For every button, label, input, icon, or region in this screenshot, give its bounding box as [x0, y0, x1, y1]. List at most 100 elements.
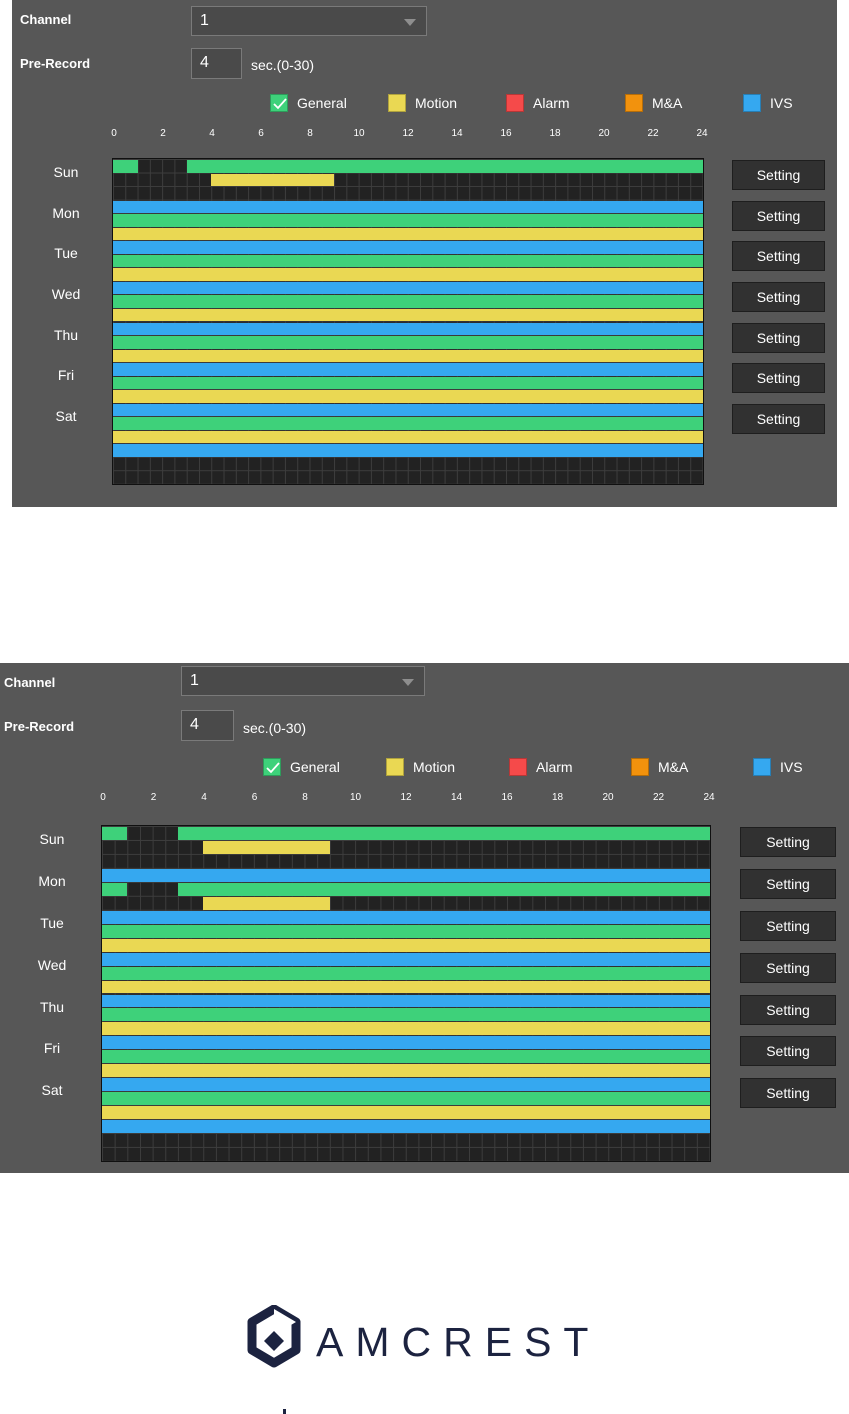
- setting-button-fri[interactable]: Setting: [732, 363, 825, 394]
- axis-tick-label: 20: [598, 128, 610, 139]
- day-label-wed: Wed: [37, 956, 67, 973]
- schedule-bar-ivs[interactable]: [102, 1120, 710, 1134]
- schedule-bar-general[interactable]: [113, 376, 703, 390]
- schedule-bar-general[interactable]: [102, 924, 710, 938]
- schedule-bar-motion[interactable]: [203, 840, 330, 854]
- day-label-thu: Thu: [39, 998, 65, 1015]
- channel-select[interactable]: 1: [191, 6, 427, 36]
- schedule-bar-general[interactable]: [113, 295, 703, 308]
- schedule-bar-ivs[interactable]: [113, 281, 703, 295]
- schedule-bar-ivs[interactable]: [102, 1078, 710, 1092]
- schedule-bar-motion[interactable]: [113, 390, 703, 403]
- setting-button-sat[interactable]: Setting: [740, 1078, 836, 1109]
- prerecord-input[interactable]: 4: [181, 710, 234, 741]
- setting-button-thu[interactable]: Setting: [740, 994, 836, 1025]
- setting-button-wed[interactable]: Setting: [740, 952, 836, 983]
- general-checkbox[interactable]: [263, 758, 281, 776]
- alarm-checkbox[interactable]: [506, 94, 524, 112]
- axis-tick-label: 22: [652, 792, 665, 803]
- schedule-bar-motion[interactable]: [113, 349, 703, 363]
- prerecord-value: 4: [190, 716, 199, 733]
- channel-select[interactable]: 1: [181, 666, 425, 696]
- schedule-bar-ivs[interactable]: [102, 1036, 710, 1050]
- schedule-bar-general[interactable]: [178, 882, 710, 896]
- schedule-bar-general[interactable]: [113, 254, 703, 268]
- prerecord-value: 4: [200, 54, 209, 71]
- setting-button-sun[interactable]: Setting: [740, 827, 836, 857]
- schedule-bar-general[interactable]: [113, 160, 138, 173]
- schedule-bar-general[interactable]: [102, 827, 128, 840]
- day-label-sun: Sun: [39, 831, 65, 847]
- schedule-bar-ivs[interactable]: [102, 952, 710, 966]
- schedule-bar-ivs[interactable]: [113, 322, 703, 336]
- axis-tick-label: 10: [349, 792, 362, 803]
- motion-checkbox[interactable]: [386, 758, 404, 776]
- schedule-bar-ivs[interactable]: [113, 241, 703, 254]
- setting-button-tue[interactable]: Setting: [732, 241, 825, 272]
- axis-tick-label: 12: [402, 128, 414, 139]
- day-label-fri: Fri: [57, 367, 75, 384]
- record-schedule-panel-1: Channel 1 Pre-Record 4 sec.(0-30) Genera…: [12, 0, 837, 507]
- setting-button-sat[interactable]: Setting: [732, 403, 825, 434]
- schedule-bar-general[interactable]: [102, 966, 710, 980]
- schedule-bar-motion[interactable]: [113, 227, 703, 241]
- schedule-bar-general[interactable]: [102, 1050, 710, 1064]
- schedule-bar-motion[interactable]: [203, 896, 330, 910]
- schedule-bar-motion[interactable]: [113, 430, 703, 444]
- axis-tick-label: 12: [400, 792, 412, 803]
- schedule-bar-motion[interactable]: [102, 938, 710, 952]
- schedule-bar-general[interactable]: [178, 827, 710, 840]
- ivs-checkbox[interactable]: [743, 94, 761, 112]
- setting-button-thu[interactable]: Setting: [732, 322, 825, 353]
- schedule-grid[interactable]: [112, 158, 704, 485]
- channel-label: Channel: [4, 675, 56, 690]
- alarm-checkbox[interactable]: [509, 758, 527, 776]
- schedule-bar-ivs[interactable]: [113, 200, 703, 214]
- setting-button-tue[interactable]: Setting: [740, 910, 836, 941]
- schedule-bar-general[interactable]: [102, 1092, 710, 1106]
- schedule-bar-general[interactable]: [113, 336, 703, 349]
- schedule-bar-ivs[interactable]: [102, 994, 710, 1008]
- schedule-grid[interactable]: [101, 825, 711, 1162]
- ma-checkbox[interactable]: [631, 758, 649, 776]
- prerecord-input[interactable]: 4: [191, 48, 242, 79]
- setting-button-mon[interactable]: Setting: [732, 200, 825, 231]
- schedule-bar-general[interactable]: [102, 1008, 710, 1022]
- schedule-bar-ivs[interactable]: [102, 868, 710, 882]
- schedule-bar-motion[interactable]: [102, 1064, 710, 1078]
- axis-tick-label: 4: [201, 792, 207, 803]
- schedule-bar-motion[interactable]: [211, 173, 335, 187]
- schedule-bar-motion[interactable]: [102, 1106, 710, 1120]
- legend-label: Motion: [413, 759, 456, 775]
- day-label-sun: Sun: [53, 164, 79, 180]
- setting-button-mon[interactable]: Setting: [740, 868, 836, 899]
- legend-label: Alarm: [533, 95, 570, 111]
- schedule-bar-general[interactable]: [113, 417, 703, 430]
- schedule-bar-general[interactable]: [113, 214, 703, 227]
- schedule-bar-general[interactable]: [186, 160, 703, 173]
- schedule-bar-ivs[interactable]: [102, 910, 710, 924]
- schedule-bar-motion[interactable]: [102, 980, 710, 994]
- channel-value: 1: [190, 672, 199, 689]
- prerecord-label: Pre-Record: [20, 56, 91, 71]
- schedule-bar-ivs[interactable]: [113, 403, 703, 417]
- axis-tick-label: 16: [500, 128, 512, 139]
- schedule-bar-motion[interactable]: [113, 268, 703, 281]
- schedule-bar-ivs[interactable]: [113, 363, 703, 376]
- setting-button-wed[interactable]: Setting: [732, 281, 825, 312]
- setting-button-fri[interactable]: Setting: [740, 1036, 836, 1067]
- ivs-checkbox[interactable]: [753, 758, 771, 776]
- ma-checkbox[interactable]: [625, 94, 643, 112]
- general-checkbox[interactable]: [270, 94, 288, 112]
- setting-button-sun[interactable]: Setting: [732, 160, 825, 190]
- schedule-bar-motion[interactable]: [113, 308, 703, 322]
- motion-checkbox[interactable]: [388, 94, 406, 112]
- schedule-bar-motion[interactable]: [102, 1022, 710, 1036]
- schedule-bar-general[interactable]: [102, 882, 128, 896]
- chevron-down-icon: [404, 19, 416, 26]
- axis-tick-label: 2: [150, 792, 157, 803]
- axis-tick-label: 2: [160, 128, 166, 139]
- schedule-bar-ivs[interactable]: [113, 444, 703, 457]
- axis-tick-label: 14: [450, 792, 463, 803]
- chevron-down-icon: [402, 679, 414, 686]
